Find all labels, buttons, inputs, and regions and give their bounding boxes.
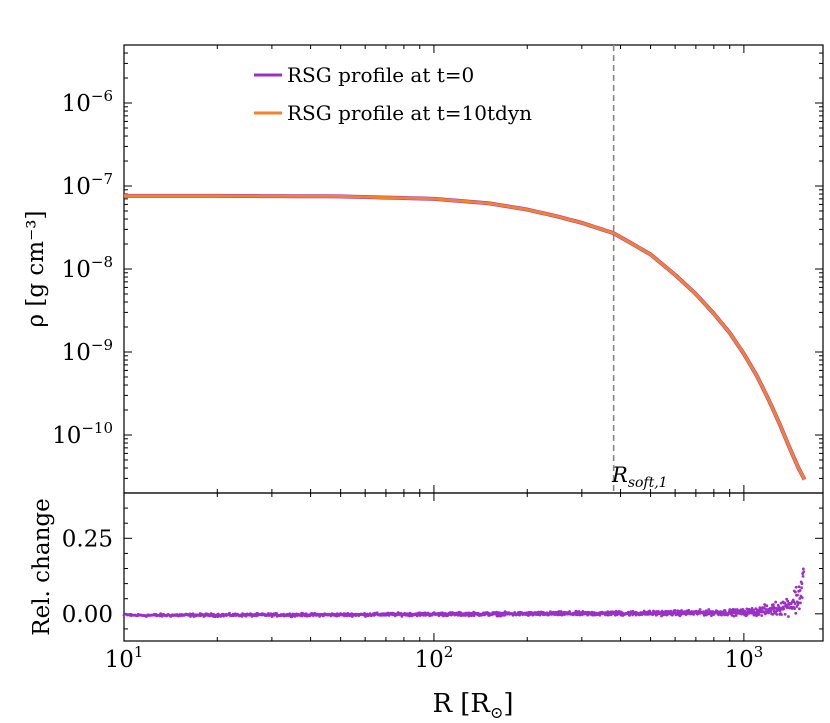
rel-change-point xyxy=(538,613,542,617)
rel-change-point xyxy=(793,602,797,605)
top-y-tick-label: 10−9 xyxy=(62,336,113,366)
rel-change-point xyxy=(568,610,571,613)
rel-change-point xyxy=(799,601,802,605)
rel-change-point xyxy=(793,590,797,594)
x-tick-label: 102 xyxy=(415,643,454,673)
rel-change-point xyxy=(801,574,805,578)
x-tick-label: 103 xyxy=(724,643,763,673)
rel-change-point xyxy=(782,607,786,611)
bottom-panel-frame xyxy=(123,492,824,642)
rel-change-point xyxy=(757,612,761,616)
rel-change-point xyxy=(673,608,677,612)
density-lines xyxy=(124,193,807,481)
rel-change-point xyxy=(785,597,789,601)
rel-change-point xyxy=(741,608,745,612)
rel-change-point xyxy=(765,604,769,608)
rel-change-point xyxy=(787,615,790,618)
legend-label-t0: RSG profile at t=0 xyxy=(287,63,474,87)
top-y-tick-label: 10−10 xyxy=(52,419,113,449)
rel-change-point xyxy=(786,599,790,603)
rel-change-point xyxy=(800,582,804,585)
rel-change-point xyxy=(778,609,782,613)
x-axis-label: R [R⊙] xyxy=(432,689,513,722)
legend: RSG profile at t=0 RSG profile at t=10td… xyxy=(254,63,532,125)
rel-change-point xyxy=(707,608,711,611)
density-series-1 xyxy=(124,194,806,481)
rel-change-point xyxy=(780,613,783,616)
rel-change-point xyxy=(797,607,801,611)
legend-label-t10: RSG profile at t=10tdyn xyxy=(287,101,532,125)
rel-change-point xyxy=(732,614,736,618)
top-y-tick-label: 10−8 xyxy=(62,253,113,283)
rel-change-scatter xyxy=(122,567,806,619)
top-y-tick-label: 10−6 xyxy=(62,87,113,117)
rel-change-point xyxy=(752,608,755,612)
rel-change-point xyxy=(648,609,652,613)
rel-change-point xyxy=(801,567,805,571)
rel-change-point xyxy=(796,601,800,604)
bottom-y-tick-label: 0.25 xyxy=(62,526,113,552)
rel-change-point xyxy=(802,570,806,574)
density-series-0 xyxy=(124,193,807,481)
top-ylabel: ρ [g cm⁻³] xyxy=(23,211,49,328)
rel-change-point xyxy=(723,610,727,613)
rel-change-point xyxy=(793,607,797,610)
bottom-ylabel: Rel. change xyxy=(29,498,55,635)
top-y-tick-label: 10−7 xyxy=(62,170,113,200)
rel-change-point xyxy=(800,586,803,590)
rel-change-point xyxy=(783,601,787,605)
rel-change-point xyxy=(797,585,801,589)
rel-change-point xyxy=(796,593,799,597)
rel-change-point xyxy=(760,614,764,617)
rel-change-point xyxy=(794,585,798,589)
rel-change-point xyxy=(769,610,773,613)
axis-ticks xyxy=(123,44,823,641)
x-tick-label: 101 xyxy=(105,643,144,673)
vline-label: Rsoft,1 xyxy=(611,463,668,491)
bottom-y-tick-label: 0.00 xyxy=(62,602,113,628)
rel-change-point xyxy=(775,612,779,616)
rel-change-point xyxy=(798,589,802,592)
rel-change-point xyxy=(794,611,798,615)
rel-change-point xyxy=(774,600,778,604)
rel-change-point xyxy=(798,597,802,600)
rel-change-point xyxy=(499,614,503,618)
rel-change-point xyxy=(772,603,775,606)
rel-change-point xyxy=(783,612,787,616)
rel-change-point xyxy=(781,605,785,609)
rel-change-point xyxy=(665,613,669,617)
tick-labels: 10−6 10−7 10−8 10−9 10−10 0.25 0.00 101 102 103 xyxy=(52,87,763,673)
rel-change-point xyxy=(698,608,702,611)
rel-change-point xyxy=(800,596,804,599)
